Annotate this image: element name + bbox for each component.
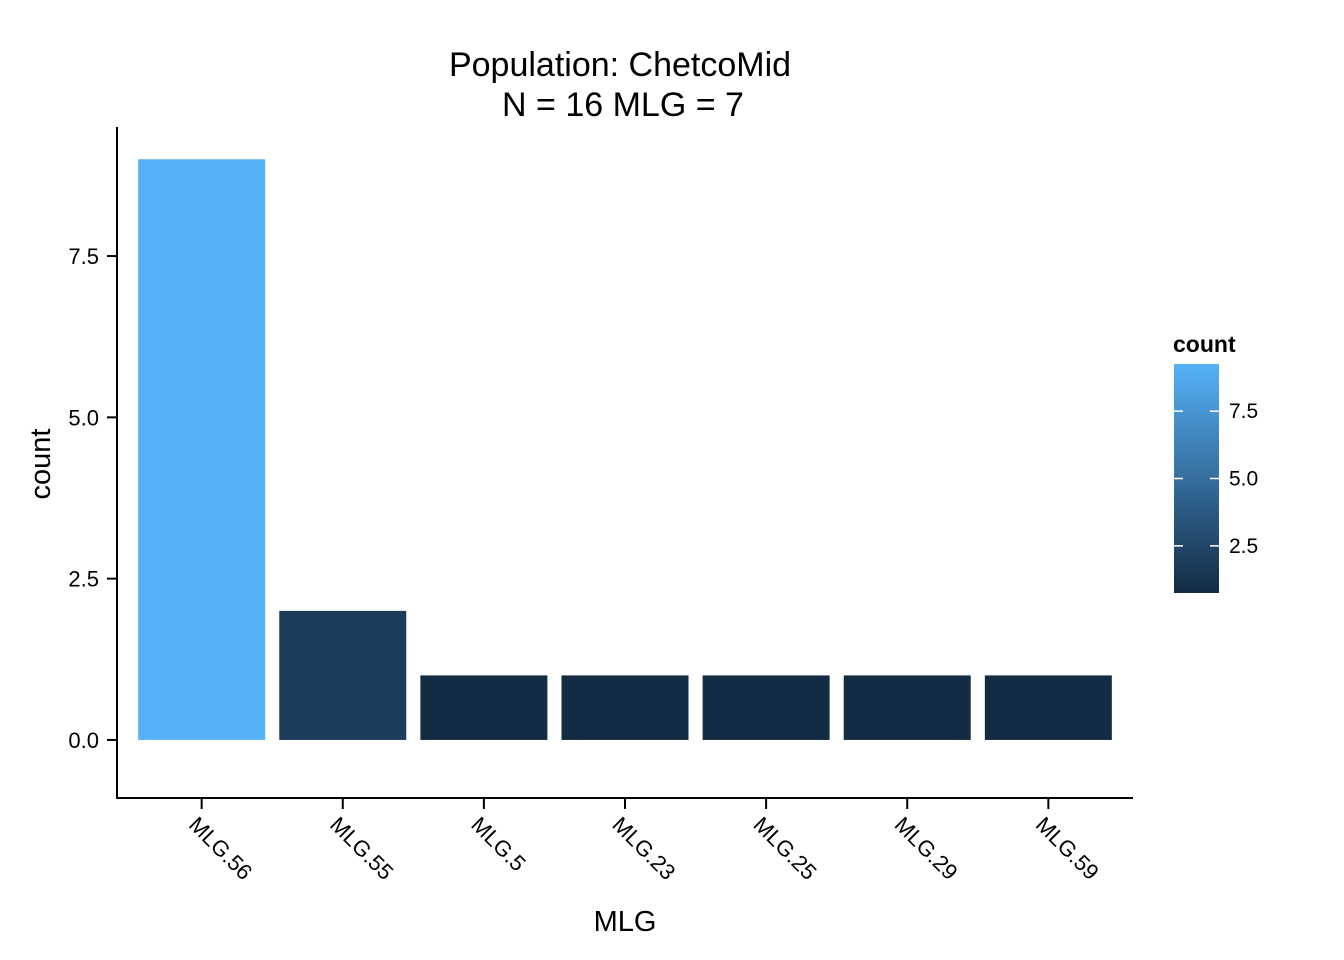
bar-mlg-59 bbox=[984, 675, 1112, 740]
colorbar-ticks: 2.5 5.0 7.5 bbox=[1174, 400, 1258, 558]
x-tick-label: MLG.23 bbox=[607, 812, 680, 885]
bar-mlg-56 bbox=[138, 159, 266, 740]
x-axis-title: MLG bbox=[594, 906, 657, 938]
bar-mlg-55 bbox=[279, 610, 407, 740]
colorbar-tick-label: 2.5 bbox=[1229, 535, 1258, 558]
x-tick-label: MLG.55 bbox=[325, 812, 398, 885]
y-tick-label: 0.0 bbox=[68, 728, 99, 753]
x-tick-label: MLG.29 bbox=[890, 812, 963, 885]
x-tick-label: MLG.5 bbox=[466, 812, 530, 876]
y-tick-label: 2.5 bbox=[68, 567, 99, 592]
x-axis-ticks: MLG.56 MLG.55 MLG.5 MLG.23 MLG.25 MLG.29 MLG.5… bbox=[184, 798, 1104, 885]
bar-mlg-29 bbox=[843, 675, 971, 740]
plot-area bbox=[138, 159, 1112, 740]
y-tick-label: 7.5 bbox=[68, 244, 99, 269]
x-tick-label: MLG.59 bbox=[1031, 812, 1104, 885]
bar-mlg-23 bbox=[561, 675, 689, 740]
y-axis-title: count bbox=[25, 429, 57, 500]
legend-title: count bbox=[1173, 331, 1236, 357]
colorbar-tick-label: 7.5 bbox=[1229, 400, 1258, 423]
x-tick-label: MLG.25 bbox=[749, 812, 822, 885]
x-tick-label: MLG.56 bbox=[184, 812, 257, 885]
chart-subtitle: N = 16 MLG = 7 bbox=[502, 86, 744, 124]
colorbar-tick-label: 5.0 bbox=[1229, 468, 1258, 491]
bar-mlg-25 bbox=[702, 675, 830, 740]
colorbar-legend: count 2.5 5.0 7.5 bbox=[1173, 331, 1258, 593]
bar-mlg-5 bbox=[420, 675, 548, 740]
y-axis-ticks: 0.0 2.5 5.0 7.5 bbox=[68, 244, 117, 753]
chart-title: Population: ChetcoMid bbox=[449, 46, 791, 84]
y-tick-label: 5.0 bbox=[68, 405, 99, 430]
